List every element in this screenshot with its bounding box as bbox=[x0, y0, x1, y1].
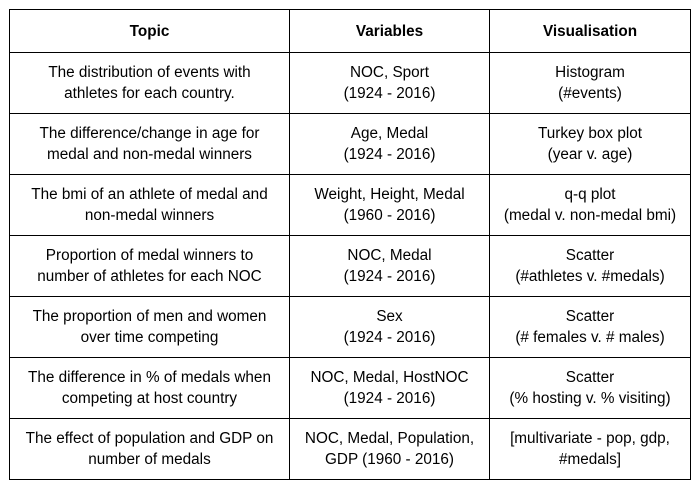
topics-table: Topic Variables Visualisation The distri… bbox=[9, 9, 691, 480]
cell-topic-line: The difference in % of medals when bbox=[28, 369, 271, 386]
cell-visualisation-line: Scatter bbox=[565, 308, 615, 325]
cell-topic: The proportion of men and women over time… bbox=[9, 296, 290, 358]
cell-visualisation: Scatter (#athletes v. #medals) bbox=[489, 235, 691, 297]
cell-variables: Sex (1924 - 2016) bbox=[289, 296, 490, 358]
cell-variables-line: (1960 - 2016) bbox=[343, 207, 436, 224]
cell-topic-line: The difference/change in age for bbox=[39, 125, 260, 142]
cell-topic-line: number of athletes for each NOC bbox=[37, 268, 262, 285]
cell-variables-line: (1924 - 2016) bbox=[343, 85, 436, 102]
cell-topic-line: The distribution of events with bbox=[48, 64, 251, 81]
table-row: The proportion of men and women over time… bbox=[9, 296, 691, 358]
cell-visualisation-line: (#athletes v. #medals) bbox=[515, 268, 665, 285]
cell-topic: The effect of population and GDP on numbe… bbox=[9, 418, 290, 480]
cell-variables-line: (1924 - 2016) bbox=[343, 390, 436, 407]
header-visualisation: Visualisation bbox=[489, 9, 691, 53]
table-row: The effect of population and GDP on numbe… bbox=[9, 418, 691, 480]
cell-variables: Weight, Height, Medal (1960 - 2016) bbox=[289, 174, 490, 236]
cell-visualisation-line: (medal v. non-medal bmi) bbox=[503, 207, 677, 224]
cell-visualisation: Scatter (# females v. # males) bbox=[489, 296, 691, 358]
header-row: Topic Variables Visualisation bbox=[9, 9, 691, 53]
cell-visualisation-line: (% hosting v. % visiting) bbox=[509, 390, 671, 407]
table-row: The difference in % of medals when compet… bbox=[9, 357, 691, 419]
cell-topic: Proportion of medal winners to number of … bbox=[9, 235, 290, 297]
cell-topic-line: The proportion of men and women bbox=[32, 308, 267, 325]
cell-variables-line: (1924 - 2016) bbox=[343, 268, 436, 285]
cell-topic-line: number of medals bbox=[88, 451, 211, 468]
cell-topic-line: Proportion of medal winners to bbox=[45, 247, 254, 264]
cell-visualisation-line: (# females v. # males) bbox=[515, 329, 665, 346]
cell-visualisation: [multivariate - pop, gdp, #medals] bbox=[489, 418, 691, 480]
cell-topic: The difference/change in age for medal an… bbox=[9, 113, 290, 175]
cell-topic: The distribution of events with athletes … bbox=[9, 52, 290, 114]
table-row: The distribution of events with athletes … bbox=[9, 52, 691, 114]
cell-visualisation-line: q-q plot bbox=[564, 186, 616, 203]
cell-visualisation-line: Histogram bbox=[555, 64, 625, 81]
cell-visualisation: Scatter (% hosting v. % visiting) bbox=[489, 357, 691, 419]
cell-variables-line: NOC, Medal, Population, bbox=[304, 430, 475, 447]
cell-variables-line: NOC, Medal bbox=[347, 247, 432, 264]
cell-variables-line: GDP (1960 - 2016) bbox=[325, 451, 454, 468]
cell-visualisation-line: Scatter bbox=[565, 369, 615, 386]
table-body: The distribution of events with athletes … bbox=[9, 52, 691, 480]
cell-topic-line: competing at host country bbox=[61, 390, 238, 407]
cell-variables: NOC, Medal, Population, GDP (1960 - 2016) bbox=[289, 418, 490, 480]
cell-topic-line: The bmi of an athlete of medal and bbox=[31, 186, 268, 203]
cell-topic-line: non-medal winners bbox=[84, 207, 215, 224]
cell-topic-line: The effect of population and GDP on bbox=[25, 430, 274, 447]
cell-visualisation: q-q plot (medal v. non-medal bmi) bbox=[489, 174, 691, 236]
cell-visualisation-line: (#events) bbox=[558, 85, 622, 102]
table-container: Topic Variables Visualisation The distri… bbox=[9, 9, 691, 480]
cell-visualisation-line: #medals] bbox=[558, 451, 622, 468]
cell-visualisation-line: [multivariate - pop, gdp, bbox=[510, 430, 670, 447]
cell-topic: The bmi of an athlete of medal and non-me… bbox=[9, 174, 290, 236]
cell-variables: NOC, Sport (1924 - 2016) bbox=[289, 52, 490, 114]
cell-variables-line: Weight, Height, Medal bbox=[314, 186, 465, 203]
cell-visualisation-line: Turkey box plot bbox=[537, 125, 642, 142]
header-topic: Topic bbox=[9, 9, 290, 53]
table-row: Proportion of medal winners to number of … bbox=[9, 235, 691, 297]
cell-variables: NOC, Medal, HostNOC (1924 - 2016) bbox=[289, 357, 490, 419]
cell-topic: The difference in % of medals when compet… bbox=[9, 357, 290, 419]
cell-variables-line: NOC, Medal, HostNOC bbox=[310, 369, 469, 386]
cell-visualisation-line: (year v. age) bbox=[547, 146, 633, 163]
cell-topic-line: over time competing bbox=[80, 329, 219, 346]
header-variables: Variables bbox=[289, 9, 490, 53]
cell-variables-line: NOC, Sport bbox=[349, 64, 430, 81]
cell-topic-line: athletes for each country. bbox=[64, 85, 235, 102]
cell-visualisation: Turkey box plot (year v. age) bbox=[489, 113, 691, 175]
cell-variables: Age, Medal (1924 - 2016) bbox=[289, 113, 490, 175]
cell-variables-line: (1924 - 2016) bbox=[343, 329, 436, 346]
cell-visualisation: Histogram (#events) bbox=[489, 52, 691, 114]
cell-topic-line: medal and non-medal winners bbox=[47, 146, 252, 163]
cell-variables-line: Age, Medal bbox=[350, 125, 429, 142]
cell-variables-line: Sex bbox=[376, 308, 403, 325]
cell-variables: NOC, Medal (1924 - 2016) bbox=[289, 235, 490, 297]
table-row: The difference/change in age for medal an… bbox=[9, 113, 691, 175]
table-row: The bmi of an athlete of medal and non-me… bbox=[9, 174, 691, 236]
cell-variables-line: (1924 - 2016) bbox=[343, 146, 436, 163]
cell-visualisation-line: Scatter bbox=[565, 247, 615, 264]
